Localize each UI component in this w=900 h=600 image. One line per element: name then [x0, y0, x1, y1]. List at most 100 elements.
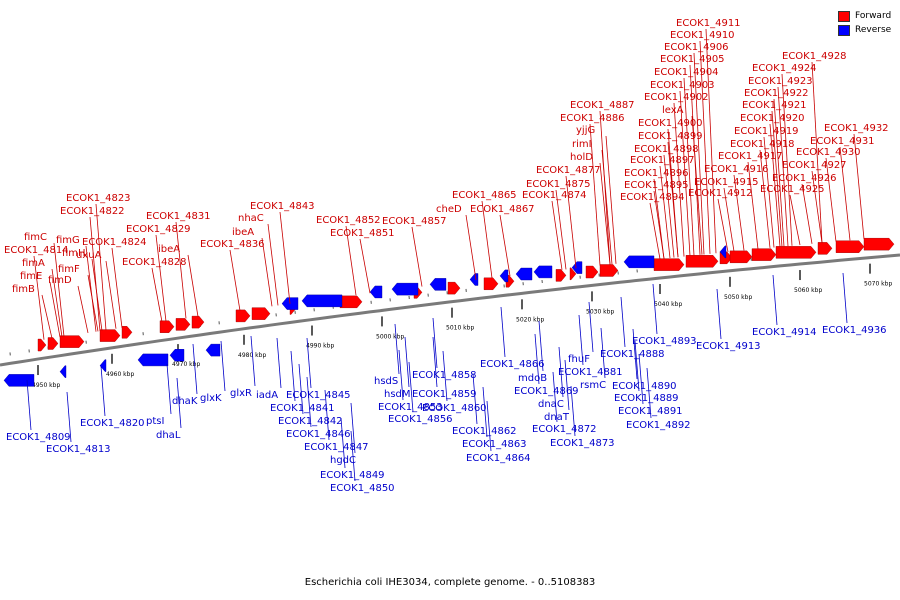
- forward-gene-leader: [33, 255, 45, 340]
- forward-gene-label: ECOK1_4828: [122, 257, 187, 268]
- forward-gene-leader: [589, 123, 601, 266]
- forward-gene-arrow: [685, 255, 719, 268]
- forward-gene-leader: [693, 52, 705, 255]
- forward-gene-label: ECOK1_4897: [630, 155, 695, 166]
- forward-gene-label: ECOK1_4906: [664, 42, 729, 53]
- reverse-gene-label: ECOK1_4860: [422, 403, 487, 414]
- forward-gene-leader: [747, 161, 759, 250]
- forward-gene-leader: [839, 146, 851, 241]
- forward-gene-label: ECOK1_4836: [200, 239, 265, 250]
- reverse-gene-leader: [600, 327, 606, 379]
- reverse-gene-label: ECOK1_4889: [614, 393, 679, 404]
- forward-gene-arrow: [447, 281, 461, 295]
- forward-gene-arrow: [653, 258, 685, 271]
- reverse-gene-leader: [298, 363, 304, 415]
- forward-gene-label: ECOK1_4829: [126, 224, 191, 235]
- reverse-gene-leader: [220, 340, 226, 392]
- reverse-gene-arrow: [99, 359, 107, 372]
- forward-gene-label: ECOK1_4902: [644, 92, 709, 103]
- reverse-gene-leader: [588, 301, 594, 353]
- forward-gene-arrow: [599, 264, 619, 277]
- forward-gene-arrow: [99, 329, 121, 342]
- forward-gene-leader: [599, 110, 611, 265]
- forward-gene-label: ECOK1_4919: [734, 126, 799, 137]
- forward-gene-leader: [673, 102, 685, 257]
- forward-gene-leader: [723, 187, 735, 252]
- reverse-gene-arrow: [571, 261, 583, 274]
- reverse-gene-label: ECOK1_4936: [822, 325, 887, 336]
- reverse-gene-label: ptsI: [146, 416, 164, 427]
- tick-label: 5060 kbp: [794, 287, 822, 294]
- forward-gene-leader: [49, 281, 61, 338]
- forward-gene-label: ECOK1_4814: [4, 245, 69, 256]
- reverse-gene-label: ECOK1_4863: [462, 439, 527, 450]
- reverse-gene-leader: [442, 350, 448, 402]
- forward-gene-leader: [77, 285, 89, 333]
- forward-gene-leader: [53, 242, 65, 337]
- forward-gene-label: ECOK1_4852: [316, 215, 381, 226]
- reverse-gene-leader: [634, 340, 640, 392]
- forward-gene-arrow: [729, 250, 753, 264]
- legend-forward: Forward: [838, 9, 891, 23]
- reverse-gene-arrow: [533, 265, 553, 279]
- forward-gene-label: ECOK1_4923: [748, 76, 813, 87]
- forward-gene-label: ECOK1_4917: [718, 151, 783, 162]
- reverse-gene-leader: [250, 335, 256, 387]
- reverse-swatch: [838, 24, 850, 36]
- reverse-gene-label: ECOK1_4856: [388, 414, 453, 425]
- reverse-gene-label: hsdS: [374, 376, 398, 387]
- forward-gene-leader: [187, 254, 199, 317]
- forward-gene-label: ECOK1_4911: [676, 18, 741, 29]
- forward-gene-leader: [733, 174, 745, 251]
- reverse-gene-leader: [176, 377, 182, 429]
- forward-gene-arrow: [751, 248, 777, 261]
- forward-gene-label: yjjG: [576, 125, 595, 136]
- forward-gene-label: fimB: [12, 284, 35, 295]
- forward-gene-label: ECOK1_4928: [782, 51, 847, 62]
- reverse-gene-arrow: [59, 365, 67, 378]
- forward-gene-label: ECOK1_4867: [470, 204, 535, 215]
- reverse-gene-leader: [66, 391, 72, 443]
- forward-gene-arrow: [159, 320, 175, 333]
- tick-label: 5020 kbp: [516, 316, 544, 323]
- reverse-gene-leader: [538, 320, 544, 372]
- forward-gene-label: ECOK1_4887: [570, 100, 635, 111]
- forward-swatch: [838, 10, 850, 22]
- tick-label: 4990 kbp: [306, 343, 334, 350]
- forward-gene-leader: [667, 128, 679, 258]
- forward-gene-leader: [85, 245, 97, 332]
- reverse-gene-label: fhuF: [568, 354, 590, 365]
- forward-gene-label: ECOK1_4926: [772, 173, 837, 184]
- forward-gene-label: ECOK1_4851: [330, 228, 395, 239]
- forward-gene-label: ECOK1_4931: [810, 136, 875, 147]
- forward-gene-arrow: [37, 338, 47, 352]
- tick-label: 5040 kbp: [654, 301, 682, 308]
- reverse-gene-leader: [306, 376, 312, 428]
- reverse-gene-label: ECOK1_4862: [452, 426, 517, 437]
- forward-gene-arrow: [339, 295, 363, 309]
- reverse-gene-label: ECOK1_4858: [412, 370, 477, 381]
- reverse-gene-leader: [638, 353, 644, 405]
- forward-gene-leader: [279, 211, 291, 304]
- reverse-gene-arrow: [469, 273, 479, 286]
- forward-gene-label: ECOK1_4927: [782, 160, 847, 171]
- forward-gene-label: fimD: [48, 275, 72, 286]
- reverse-gene-leader: [166, 363, 172, 415]
- forward-gene-label: nhaC: [238, 213, 264, 224]
- reverse-gene-label: mdoB: [518, 373, 547, 384]
- reverse-gene-leader: [472, 373, 478, 425]
- forward-gene-arrow: [175, 318, 191, 331]
- reverse-gene-label: ECOK1_4872: [532, 424, 597, 435]
- forward-gene-leader: [649, 202, 661, 260]
- reverse-gene-leader: [558, 346, 564, 398]
- reverse-gene-arrow: [499, 269, 509, 283]
- forward-gene-leader: [777, 86, 789, 247]
- forward-gene-arrow: [835, 240, 865, 253]
- reverse-gene-label: ECOK1_4913: [696, 341, 761, 352]
- reverse-gene-arrow: [205, 343, 221, 357]
- forward-gene-label: ECOK1_4886: [560, 113, 625, 124]
- forward-gene-label: fimF: [58, 264, 80, 275]
- reverse-gene-label: ECOK1_4859: [412, 389, 477, 400]
- reverse-gene-label: ECOK1_4873: [550, 438, 615, 449]
